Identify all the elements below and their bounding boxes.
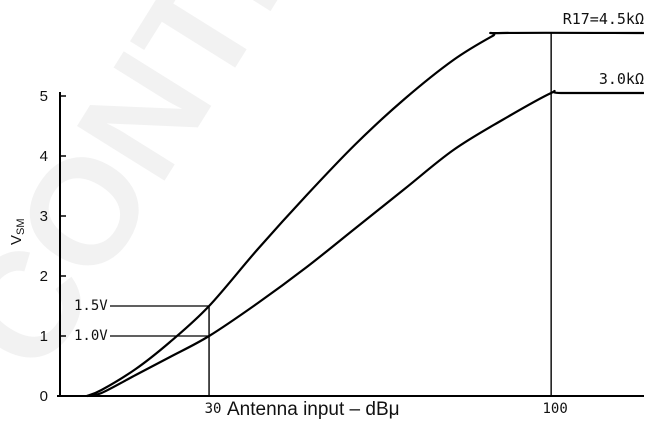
- series-line-1: [86, 31, 645, 398]
- x-tick-label: 100: [542, 401, 567, 417]
- series-group: R17=4.5kΩ 3.0kΩ: [86, 10, 645, 398]
- x-tick-label: 30: [205, 401, 222, 417]
- y-tick-label: 5: [40, 88, 48, 105]
- svg-text:VSM: VSM: [8, 218, 27, 245]
- y-tick-label: 0: [40, 388, 48, 405]
- y-tick-label: 1: [40, 328, 48, 345]
- y-tick-label: 2: [40, 268, 48, 285]
- annotation-label: 1.5V: [74, 298, 108, 314]
- x-axis-label: Antenna input – dBμ: [227, 399, 400, 420]
- y-tick-label: 3: [40, 208, 48, 225]
- y-tick-label: 4: [40, 148, 48, 165]
- watermark-text: CONTINUE: [0, 0, 482, 397]
- series-line-2: [86, 89, 644, 398]
- y-axis-label: VSM: [8, 218, 27, 245]
- series-label-2: 3.0kΩ: [599, 70, 644, 88]
- x-ticks: 30 100: [205, 401, 568, 417]
- y-axis-label-sub: SM: [15, 218, 27, 235]
- y-ticks: 0 1 2 3 4 5: [40, 88, 66, 405]
- annotations: 1.5V 1.0V: [74, 298, 210, 344]
- y-axis-label-main: V: [8, 235, 25, 245]
- series-label-1: R17=4.5kΩ: [563, 10, 644, 28]
- annotation-label: 1.0V: [74, 328, 108, 344]
